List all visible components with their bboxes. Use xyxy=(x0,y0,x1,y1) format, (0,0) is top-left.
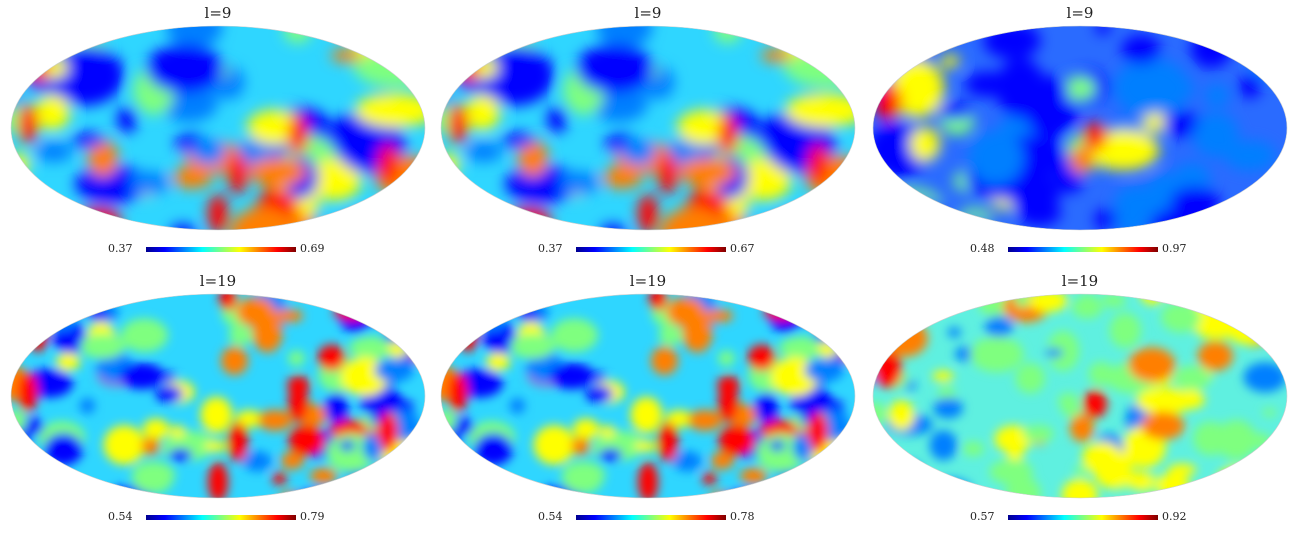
colorbar-max-label: 0.78 xyxy=(730,510,755,523)
sky-map xyxy=(872,293,1288,499)
colorbar-min-label: 0.48 xyxy=(970,242,995,255)
mollweide-panel-5: l=19 0.54 0.78 xyxy=(438,272,858,538)
panel-title: l=9 xyxy=(204,4,232,22)
colorbar-min-label: 0.37 xyxy=(108,242,133,255)
panel-title: l=19 xyxy=(1061,272,1099,290)
colorbar-min-label: 0.54 xyxy=(538,510,563,523)
colorbar-max-label: 0.92 xyxy=(1162,510,1187,523)
colorbar-min-label: 0.54 xyxy=(108,510,133,523)
panel-title: l=9 xyxy=(634,4,662,22)
mollweide-panel-1: l=9 0.37 0.69 xyxy=(8,4,428,270)
colorbar xyxy=(146,515,296,520)
mollweide-panel-2: l=9 0.37 0.67 xyxy=(438,4,858,270)
colorbar-min-label: 0.57 xyxy=(970,510,995,523)
mollweide-panel-3: l=9 0.48 0.97 xyxy=(870,4,1290,270)
sky-map xyxy=(440,25,856,231)
panel-title: l=19 xyxy=(199,272,237,290)
mollweide-panel-6: l=19 0.57 0.92 xyxy=(870,272,1290,538)
sky-map xyxy=(10,25,426,231)
colorbar xyxy=(1008,515,1158,520)
sky-map xyxy=(440,293,856,499)
colorbar-max-label: 0.97 xyxy=(1162,242,1187,255)
mollweide-panel-4: l=19 0.54 0.79 xyxy=(8,272,428,538)
panel-title: l=9 xyxy=(1066,4,1094,22)
colorbar xyxy=(1008,247,1158,252)
colorbar xyxy=(146,247,296,252)
colorbar xyxy=(576,247,726,252)
sky-map xyxy=(10,293,426,499)
colorbar xyxy=(576,515,726,520)
colorbar-min-label: 0.37 xyxy=(538,242,563,255)
colorbar-max-label: 0.67 xyxy=(730,242,755,255)
colorbar-max-label: 0.79 xyxy=(300,510,325,523)
sky-map xyxy=(872,25,1288,231)
colorbar-max-label: 0.69 xyxy=(300,242,325,255)
panel-title: l=19 xyxy=(629,272,667,290)
